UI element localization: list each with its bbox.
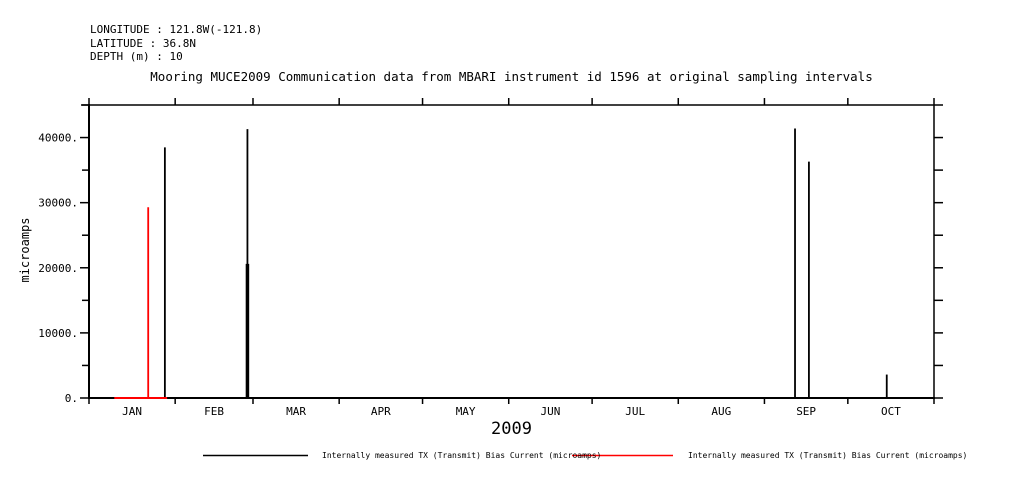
month-label: AUG — [711, 405, 731, 418]
month-label: MAR — [286, 405, 306, 418]
depth-label: DEPTH (m) : 10 — [90, 50, 183, 63]
month-label: FEB — [204, 405, 224, 418]
month-label: APR — [371, 405, 391, 418]
latitude-label: LATITUDE : 36.8N — [90, 36, 196, 50]
y-tick-label: 10000. — [38, 327, 78, 340]
y-tick-label: 30000. — [38, 197, 78, 210]
month-label: OCT — [881, 405, 901, 418]
month-label: MAY — [456, 405, 476, 418]
month-label: JUL — [625, 405, 645, 418]
chart-title: Mooring MUCE2009 Communication data from… — [150, 69, 873, 84]
y-tick-label: 0. — [65, 392, 78, 405]
x-axis-year-label: 2009 — [491, 419, 532, 439]
month-label: SEP — [796, 405, 816, 418]
y-tick-label: 20000. — [38, 262, 78, 275]
legend-label-black-series: Internally measured TX (Transmit) Bias C… — [322, 451, 602, 460]
longitude-label: LONGITUDE : 121.8W(-121.8) — [90, 23, 263, 36]
legend-label-red-series: Internally measured TX (Transmit) Bias C… — [688, 451, 968, 460]
y-tick-label: 40000. — [38, 132, 78, 145]
month-label: JAN — [122, 405, 142, 418]
station-header: LONGITUDE : 121.8W(-121.8) LATITUDE : 36… — [90, 23, 262, 64]
month-label: JUN — [540, 405, 560, 418]
y-axis-title: microamps — [18, 217, 32, 283]
